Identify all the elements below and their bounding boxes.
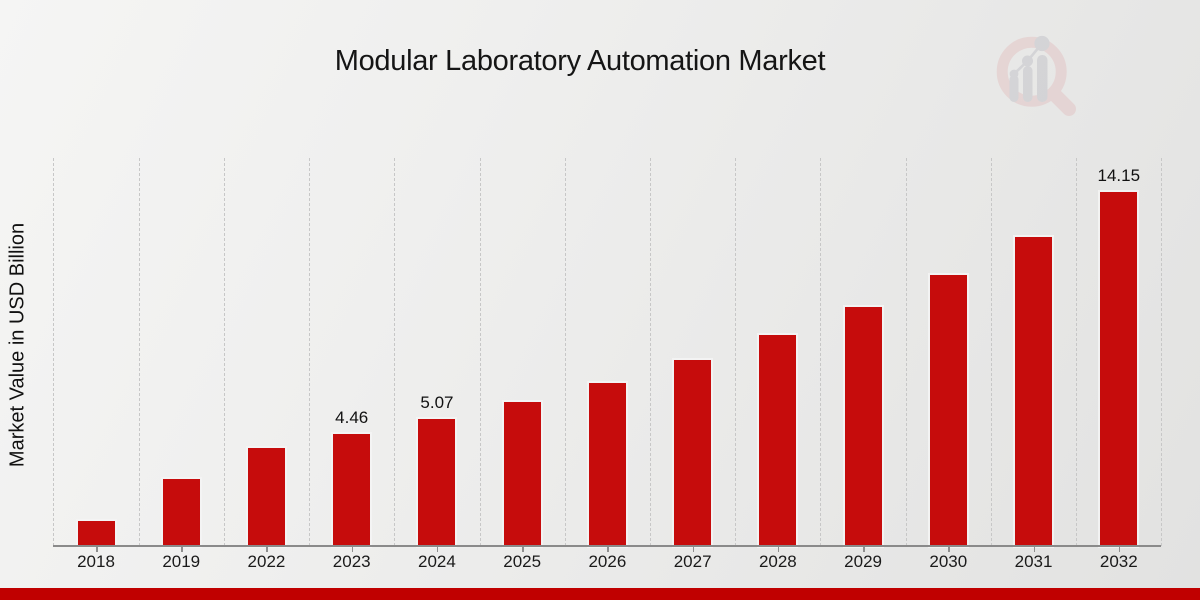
x-axis-tick — [436, 546, 439, 552]
x-axis-line — [53, 545, 1161, 547]
gridline — [309, 158, 311, 546]
bar-2023 — [333, 434, 371, 546]
brand-logo-watermark — [996, 35, 1076, 116]
x-axis-tick — [607, 546, 609, 552]
x-axis-tick-label: 2019 — [162, 552, 201, 571]
bar-2018 — [77, 520, 115, 546]
x-axis-tick — [863, 546, 865, 552]
x-axis-tick — [351, 546, 354, 552]
x-axis-tick — [96, 546, 98, 552]
gridline — [564, 158, 566, 546]
x-axis-tick — [266, 546, 268, 552]
bar-value-label: 14.15 — [1097, 165, 1141, 185]
bar-2032 — [1100, 191, 1138, 546]
bar-2029 — [844, 306, 882, 546]
bar-2025 — [503, 402, 541, 546]
x-axis-tick-label: 2023 — [332, 552, 371, 571]
x-axis-tick — [948, 546, 950, 552]
gridline — [1161, 158, 1163, 546]
brand-accent-bar — [0, 588, 1200, 600]
gridline — [1076, 158, 1078, 546]
magnifier-icon — [996, 36, 1076, 116]
gridline — [223, 158, 225, 546]
x-axis-tick-label: 2027 — [673, 552, 712, 571]
gridline — [650, 158, 651, 546]
x-axis-tick-label: 2025 — [503, 552, 542, 571]
gridline — [479, 158, 481, 546]
x-axis-tick — [1118, 546, 1121, 552]
gridline — [820, 158, 822, 546]
bar-chart-icon — [1009, 35, 1050, 102]
bar-2022 — [247, 447, 285, 546]
x-axis-tick-label: 2018 — [77, 552, 115, 571]
x-axis-tick — [1033, 546, 1036, 552]
gridline — [138, 158, 140, 546]
bar-value-label: 5.07 — [420, 393, 454, 413]
x-axis-tick-label: 2031 — [1014, 552, 1053, 571]
bar-2026 — [588, 383, 626, 546]
gridline — [53, 158, 55, 546]
x-axis-tick-label: 2026 — [588, 552, 627, 571]
chart-title: Modular Laboratory Automation Market — [334, 45, 826, 77]
x-axis-tick-label: 2029 — [844, 552, 882, 571]
x-axis-tick-label: 2022 — [247, 552, 286, 571]
bar-value-label: 4.46 — [335, 408, 369, 428]
bar-2027 — [674, 360, 712, 546]
x-axis-tick — [777, 546, 780, 552]
x-axis-tick — [181, 546, 183, 552]
x-axis-tick — [522, 546, 524, 552]
x-axis-tick-label: 2024 — [418, 552, 456, 571]
x-axis-tick-label: 2028 — [758, 552, 797, 571]
gridline — [905, 158, 907, 546]
bar-2019 — [162, 478, 200, 546]
x-axis-tick-label: 2030 — [929, 552, 968, 571]
bar-2031 — [1015, 236, 1053, 546]
bar-2030 — [929, 274, 967, 546]
x-axis-tick — [692, 546, 695, 552]
gridline — [394, 158, 396, 546]
gridline — [735, 158, 737, 546]
bar-2024 — [418, 419, 456, 546]
x-axis-tick-label: 2032 — [1099, 552, 1138, 571]
bar-2028 — [759, 334, 797, 546]
gridline — [990, 158, 992, 546]
